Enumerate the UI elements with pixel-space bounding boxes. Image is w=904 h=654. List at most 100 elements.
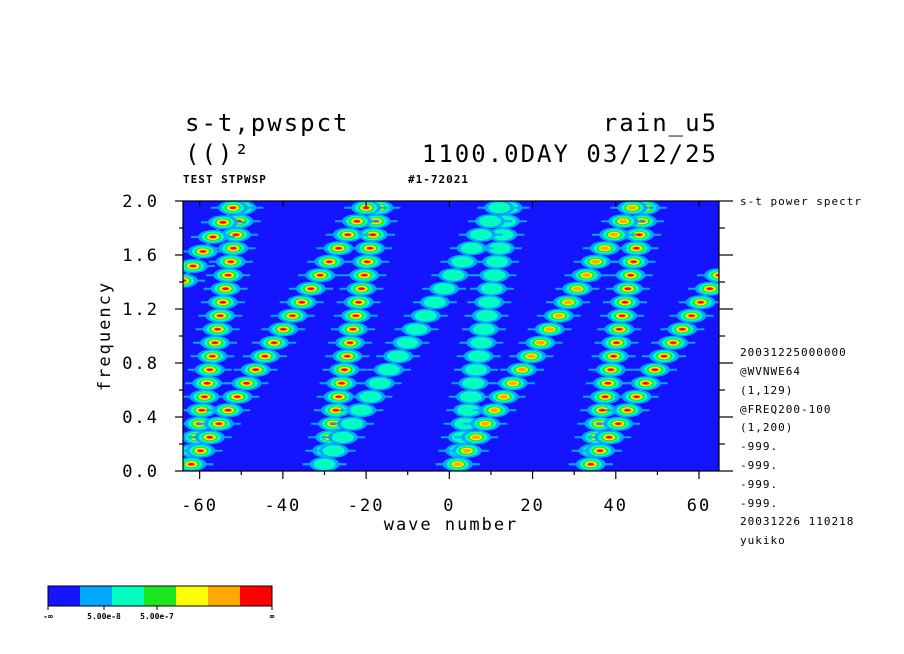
contour-blob — [209, 354, 216, 358]
contour-blob — [338, 381, 345, 385]
colorbar-swatch — [80, 586, 112, 606]
contour-blob — [613, 341, 620, 345]
contour-blob — [451, 256, 474, 268]
x-axis-label: wave number — [384, 515, 519, 535]
contour-blob — [526, 354, 536, 359]
contour-blob — [467, 350, 490, 362]
contour-blob — [616, 327, 623, 331]
side-text: yukiko — [740, 534, 786, 547]
contour-blob — [596, 449, 604, 453]
contour-blob — [517, 367, 527, 372]
contour-blob — [331, 431, 354, 443]
contour-blob — [243, 381, 250, 385]
contour-blob — [433, 283, 456, 295]
contour-blob — [219, 221, 227, 224]
contour-blob — [387, 350, 410, 362]
contour-blob — [478, 296, 501, 308]
contour-blob — [335, 246, 342, 250]
contour-blob — [352, 314, 360, 318]
contour-blob — [224, 408, 232, 412]
annotation: TEST STPWSP — [183, 173, 267, 186]
y-axis-label: frequency — [95, 281, 115, 391]
contour-blob — [554, 313, 564, 318]
contour-blob — [651, 368, 659, 372]
side-text: (1,200) — [740, 421, 793, 434]
contour-blob — [344, 233, 351, 237]
y-tick-label: 0.4 — [122, 408, 159, 428]
side-text: -999. — [740, 478, 778, 491]
plot-area — [183, 201, 719, 471]
contour-blob — [460, 242, 483, 254]
contour-blob — [229, 206, 237, 210]
contour-blob — [587, 462, 595, 466]
contour-blob — [349, 327, 357, 331]
side-text: (1,129) — [740, 384, 793, 397]
contour-blob — [261, 354, 269, 358]
contour-blob — [222, 287, 229, 291]
side-text: -999. — [740, 497, 778, 510]
contour-blob — [472, 323, 495, 335]
contour-blob — [322, 445, 345, 457]
contour-blob — [508, 381, 518, 386]
x-tick-label: 20 — [520, 496, 544, 516]
contour-blob — [361, 273, 368, 277]
contour-blob — [341, 418, 364, 430]
contour-blob — [280, 327, 287, 331]
contour-blob — [358, 287, 365, 291]
contour-blob — [377, 364, 400, 376]
contour-blob — [198, 408, 206, 412]
contour-blob — [332, 408, 340, 412]
contour-blob — [442, 269, 465, 281]
contour-blob — [636, 233, 643, 237]
contour-blob — [459, 391, 482, 403]
contour-blob — [298, 300, 305, 304]
colorbar-label: 5.00e-7 — [140, 612, 174, 621]
contour-blob — [335, 395, 342, 399]
contour-blob — [670, 341, 677, 345]
colorbar-label: 5.00e-8 — [87, 612, 121, 621]
contour-blob — [601, 395, 609, 399]
contour-blob — [624, 408, 631, 412]
contour-blob — [346, 341, 354, 345]
contour-blob — [206, 435, 213, 439]
contour-blob — [203, 381, 211, 385]
contour-blob — [609, 232, 619, 237]
contour-blob — [289, 314, 296, 318]
colorbar-swatch — [144, 586, 176, 606]
contour-blob — [600, 246, 610, 251]
contour-blob — [627, 273, 634, 277]
contour-blob — [633, 246, 640, 250]
contour-blob — [369, 233, 377, 237]
contour-blob — [591, 259, 601, 264]
x-tick-label: 40 — [604, 496, 628, 516]
contour-blob — [630, 260, 637, 264]
contour-blob — [215, 422, 223, 426]
contour-blob — [362, 206, 370, 210]
contour-blob — [535, 340, 545, 345]
side-text: 20031226 110218 — [740, 515, 854, 528]
contour-blob — [486, 256, 509, 268]
axes: -60 -40 -20 0 20 40 60 0.0 0.4 0.8 1.2 1.6 2.0 — [122, 192, 733, 516]
contour-blob — [633, 395, 640, 399]
annotation: #1-72021 — [408, 173, 469, 186]
contour-blob — [341, 368, 348, 372]
contour-blob — [199, 250, 207, 253]
contour-blob — [201, 395, 208, 399]
y-tick-label: 0.0 — [122, 462, 159, 482]
x-tick-label: 0 — [443, 496, 455, 516]
side-text: -999. — [740, 459, 778, 472]
contour-blob — [479, 215, 502, 227]
contour-blob — [230, 246, 237, 250]
contour-blob — [471, 435, 481, 440]
colorbar-label: ∞ — [270, 612, 275, 621]
contour-blob — [326, 260, 333, 264]
contour-blob — [688, 314, 695, 318]
chart-subtitle: (()² — [185, 140, 251, 168]
contour-blob — [499, 394, 509, 399]
contour-blob — [475, 310, 498, 322]
contour-blob — [270, 341, 278, 345]
y-tick-label: 0.8 — [122, 354, 159, 374]
y-tick-label: 1.6 — [122, 246, 159, 266]
